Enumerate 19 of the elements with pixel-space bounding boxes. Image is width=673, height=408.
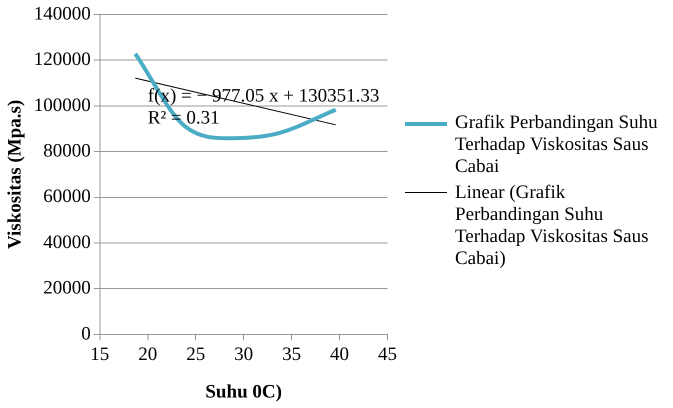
y-tick-label: 40000: [43, 232, 91, 253]
y-tick-label: 20000: [43, 278, 91, 299]
x-tick-label: 40: [330, 344, 350, 365]
x-tick-label: 35: [282, 344, 302, 365]
legend-label: Grafik Perbandingan Suhu Terhadap Viskositas Saus Cabai: [455, 112, 659, 178]
y-tick-label: 60000: [43, 186, 91, 208]
x-tick-label: 20: [138, 344, 158, 365]
y-tick-label: 80000: [43, 140, 91, 162]
y-tick-label: 100000: [34, 94, 91, 116]
legend-label: Linear (Grafik Perbandingan Suhu Terhadap Viskositas Saus Cabai): [455, 182, 650, 270]
x-tick-label: 30: [234, 344, 254, 365]
x-tick-label: 45: [378, 344, 397, 365]
y-tick-label: 140000: [34, 3, 91, 24]
x-tick-label: 15: [90, 344, 110, 365]
x-axis-title: Suhu 0C): [205, 382, 282, 403]
y-tick-label: 120000: [34, 49, 91, 70]
y-tick-label: 0: [81, 323, 91, 344]
x-tick-label: 25: [186, 344, 206, 365]
y-axis-title: Viskositas (Mpa.s): [4, 100, 26, 249]
